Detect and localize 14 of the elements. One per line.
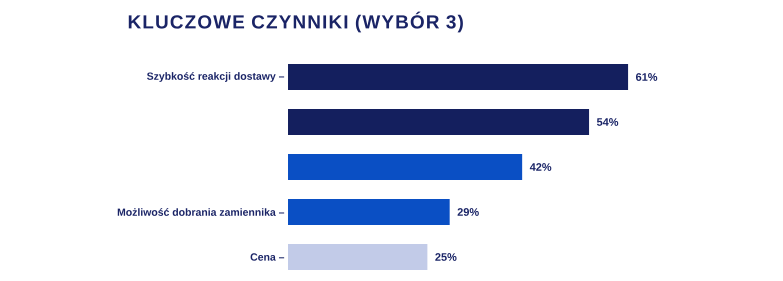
y-tick-label: Cena – xyxy=(250,253,284,261)
data-label: 25% xyxy=(435,253,457,261)
bar xyxy=(288,199,450,226)
bar xyxy=(288,244,428,270)
y-tick-label: Możliwość dobrania zamiennika – xyxy=(118,208,284,216)
data-label: 61% xyxy=(636,73,658,81)
bar xyxy=(288,109,590,136)
bar xyxy=(288,154,522,180)
data-label: 29% xyxy=(458,208,479,216)
bar xyxy=(288,64,628,90)
data-label: 54% xyxy=(596,118,618,126)
data-label: 42% xyxy=(530,163,552,171)
chart-title: KLUCZOWE CZYNNIKI (WYBÓR 3) xyxy=(128,12,463,32)
y-tick-label: Szybkość reakcji dostawy – xyxy=(146,72,284,82)
